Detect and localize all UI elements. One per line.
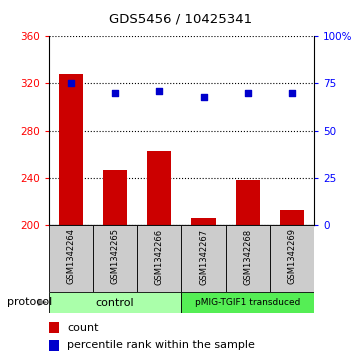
Text: GSM1342264: GSM1342264 [66, 228, 75, 285]
Text: GSM1342265: GSM1342265 [110, 228, 119, 285]
Point [156, 88, 162, 94]
Text: GSM1342266: GSM1342266 [155, 228, 164, 285]
Bar [182, 292, 314, 313]
Bar [270, 225, 314, 292]
Bar [49, 322, 59, 333]
Bar [49, 225, 93, 292]
Text: count: count [67, 323, 99, 333]
Text: GSM1342268: GSM1342268 [243, 228, 252, 285]
Text: GSM1342267: GSM1342267 [199, 228, 208, 285]
Bar [103, 170, 127, 225]
Text: protocol: protocol [7, 297, 52, 307]
Bar [191, 218, 216, 225]
Bar [280, 210, 304, 225]
Bar [236, 180, 260, 225]
Point [245, 90, 251, 96]
Bar [59, 74, 83, 225]
Bar [49, 292, 182, 313]
Point [289, 90, 295, 96]
Bar [147, 151, 171, 225]
Point [68, 81, 74, 86]
Bar [182, 225, 226, 292]
Point [201, 94, 206, 99]
Bar [49, 340, 59, 351]
Text: GDS5456 / 10425341: GDS5456 / 10425341 [109, 13, 252, 26]
Point [112, 90, 118, 96]
Text: percentile rank within the sample: percentile rank within the sample [67, 340, 255, 350]
Bar [226, 225, 270, 292]
Text: GSM1342269: GSM1342269 [287, 228, 296, 285]
Text: control: control [96, 298, 134, 307]
Bar [137, 225, 182, 292]
Bar [93, 225, 137, 292]
Text: pMIG-TGIF1 transduced: pMIG-TGIF1 transduced [195, 298, 300, 307]
